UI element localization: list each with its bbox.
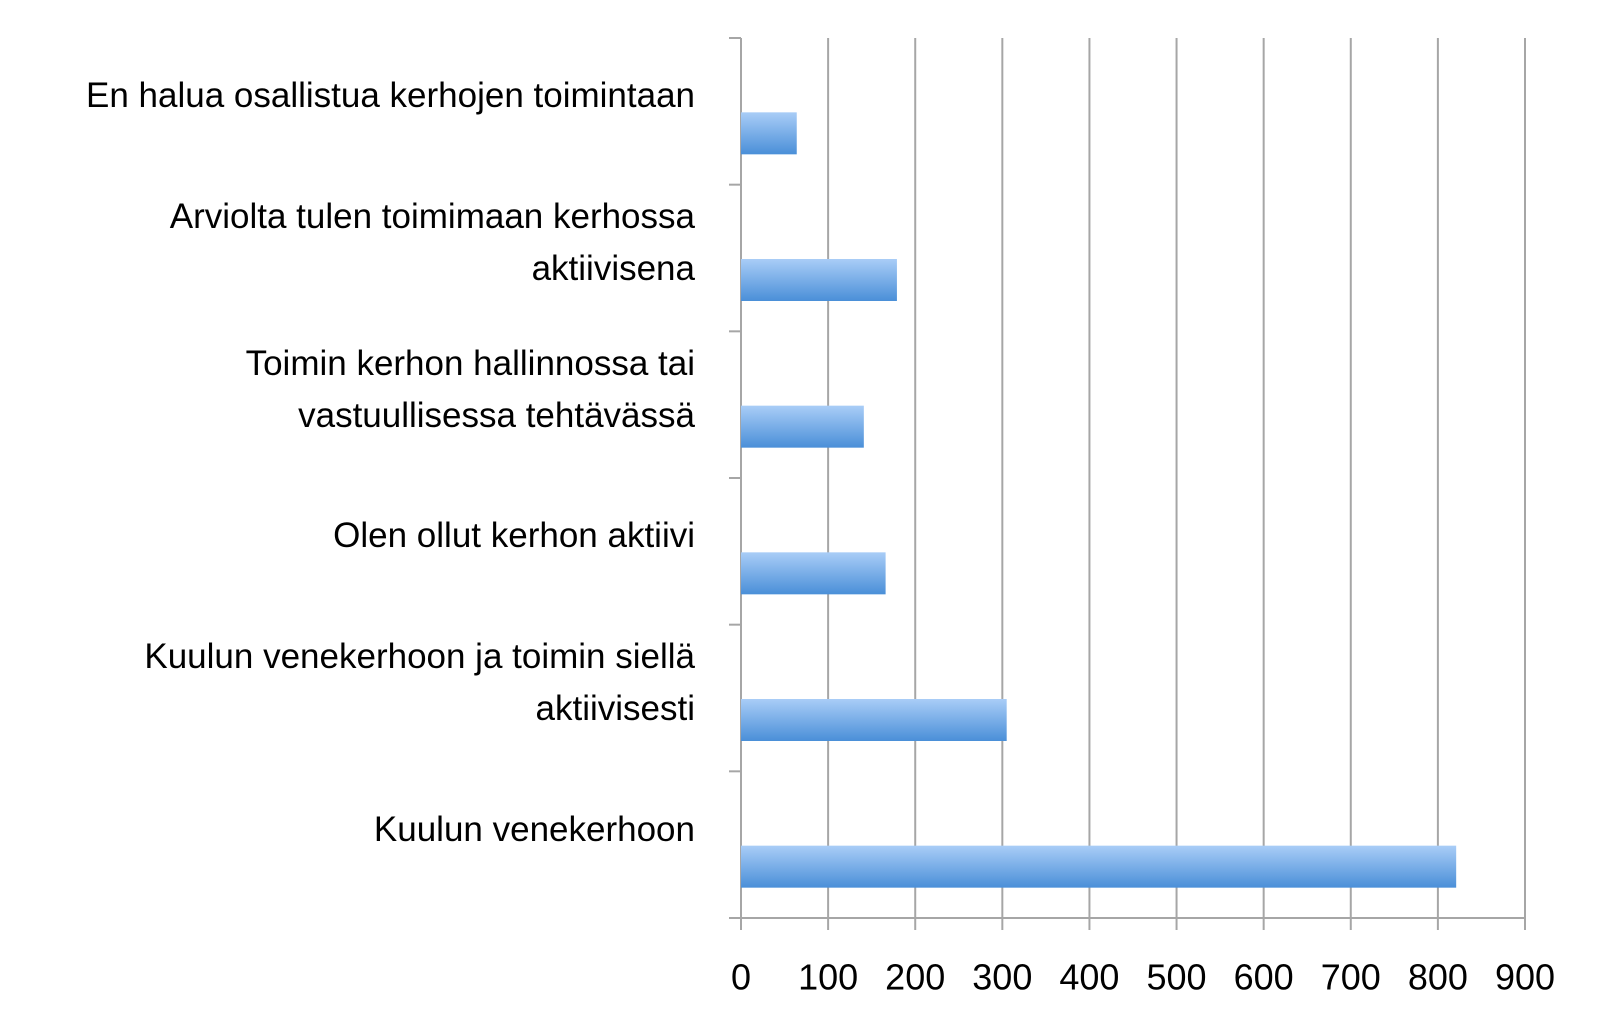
bar	[741, 259, 897, 301]
x-tick-label: 400	[1059, 957, 1119, 998]
bar	[741, 845, 1457, 888]
x-tick-label: 800	[1408, 957, 1468, 998]
x-tick-label: 300	[972, 957, 1032, 998]
y-tick-label: Kuulun venekerhoon	[373, 809, 695, 849]
x-tick-label: 600	[1234, 957, 1294, 998]
x-tick-label: 200	[885, 957, 945, 998]
x-tick-label: 700	[1321, 957, 1381, 998]
y-tick-label: Toimin kerhon hallinnossa tai vastuullis…	[245, 343, 695, 435]
bar	[741, 699, 1007, 741]
x-tick-label: 500	[1147, 957, 1207, 998]
y-tick-label: Arviolta tulen toimimaan kerhossa aktiiv…	[169, 197, 695, 288]
y-tick-label: Kuulun venekerhoon ja toimin siellä akti…	[144, 637, 695, 728]
y-tick-label: Olen ollut kerhon aktiivi	[333, 516, 695, 556]
x-tick-label: 100	[798, 957, 858, 998]
x-tick-label: 0	[731, 957, 751, 998]
bar	[741, 552, 886, 595]
x-tick-label: 900	[1495, 957, 1555, 998]
bar	[741, 405, 864, 448]
bar	[741, 112, 797, 155]
y-tick-label: En halua osallistua kerhojen toimintaan	[86, 76, 695, 116]
